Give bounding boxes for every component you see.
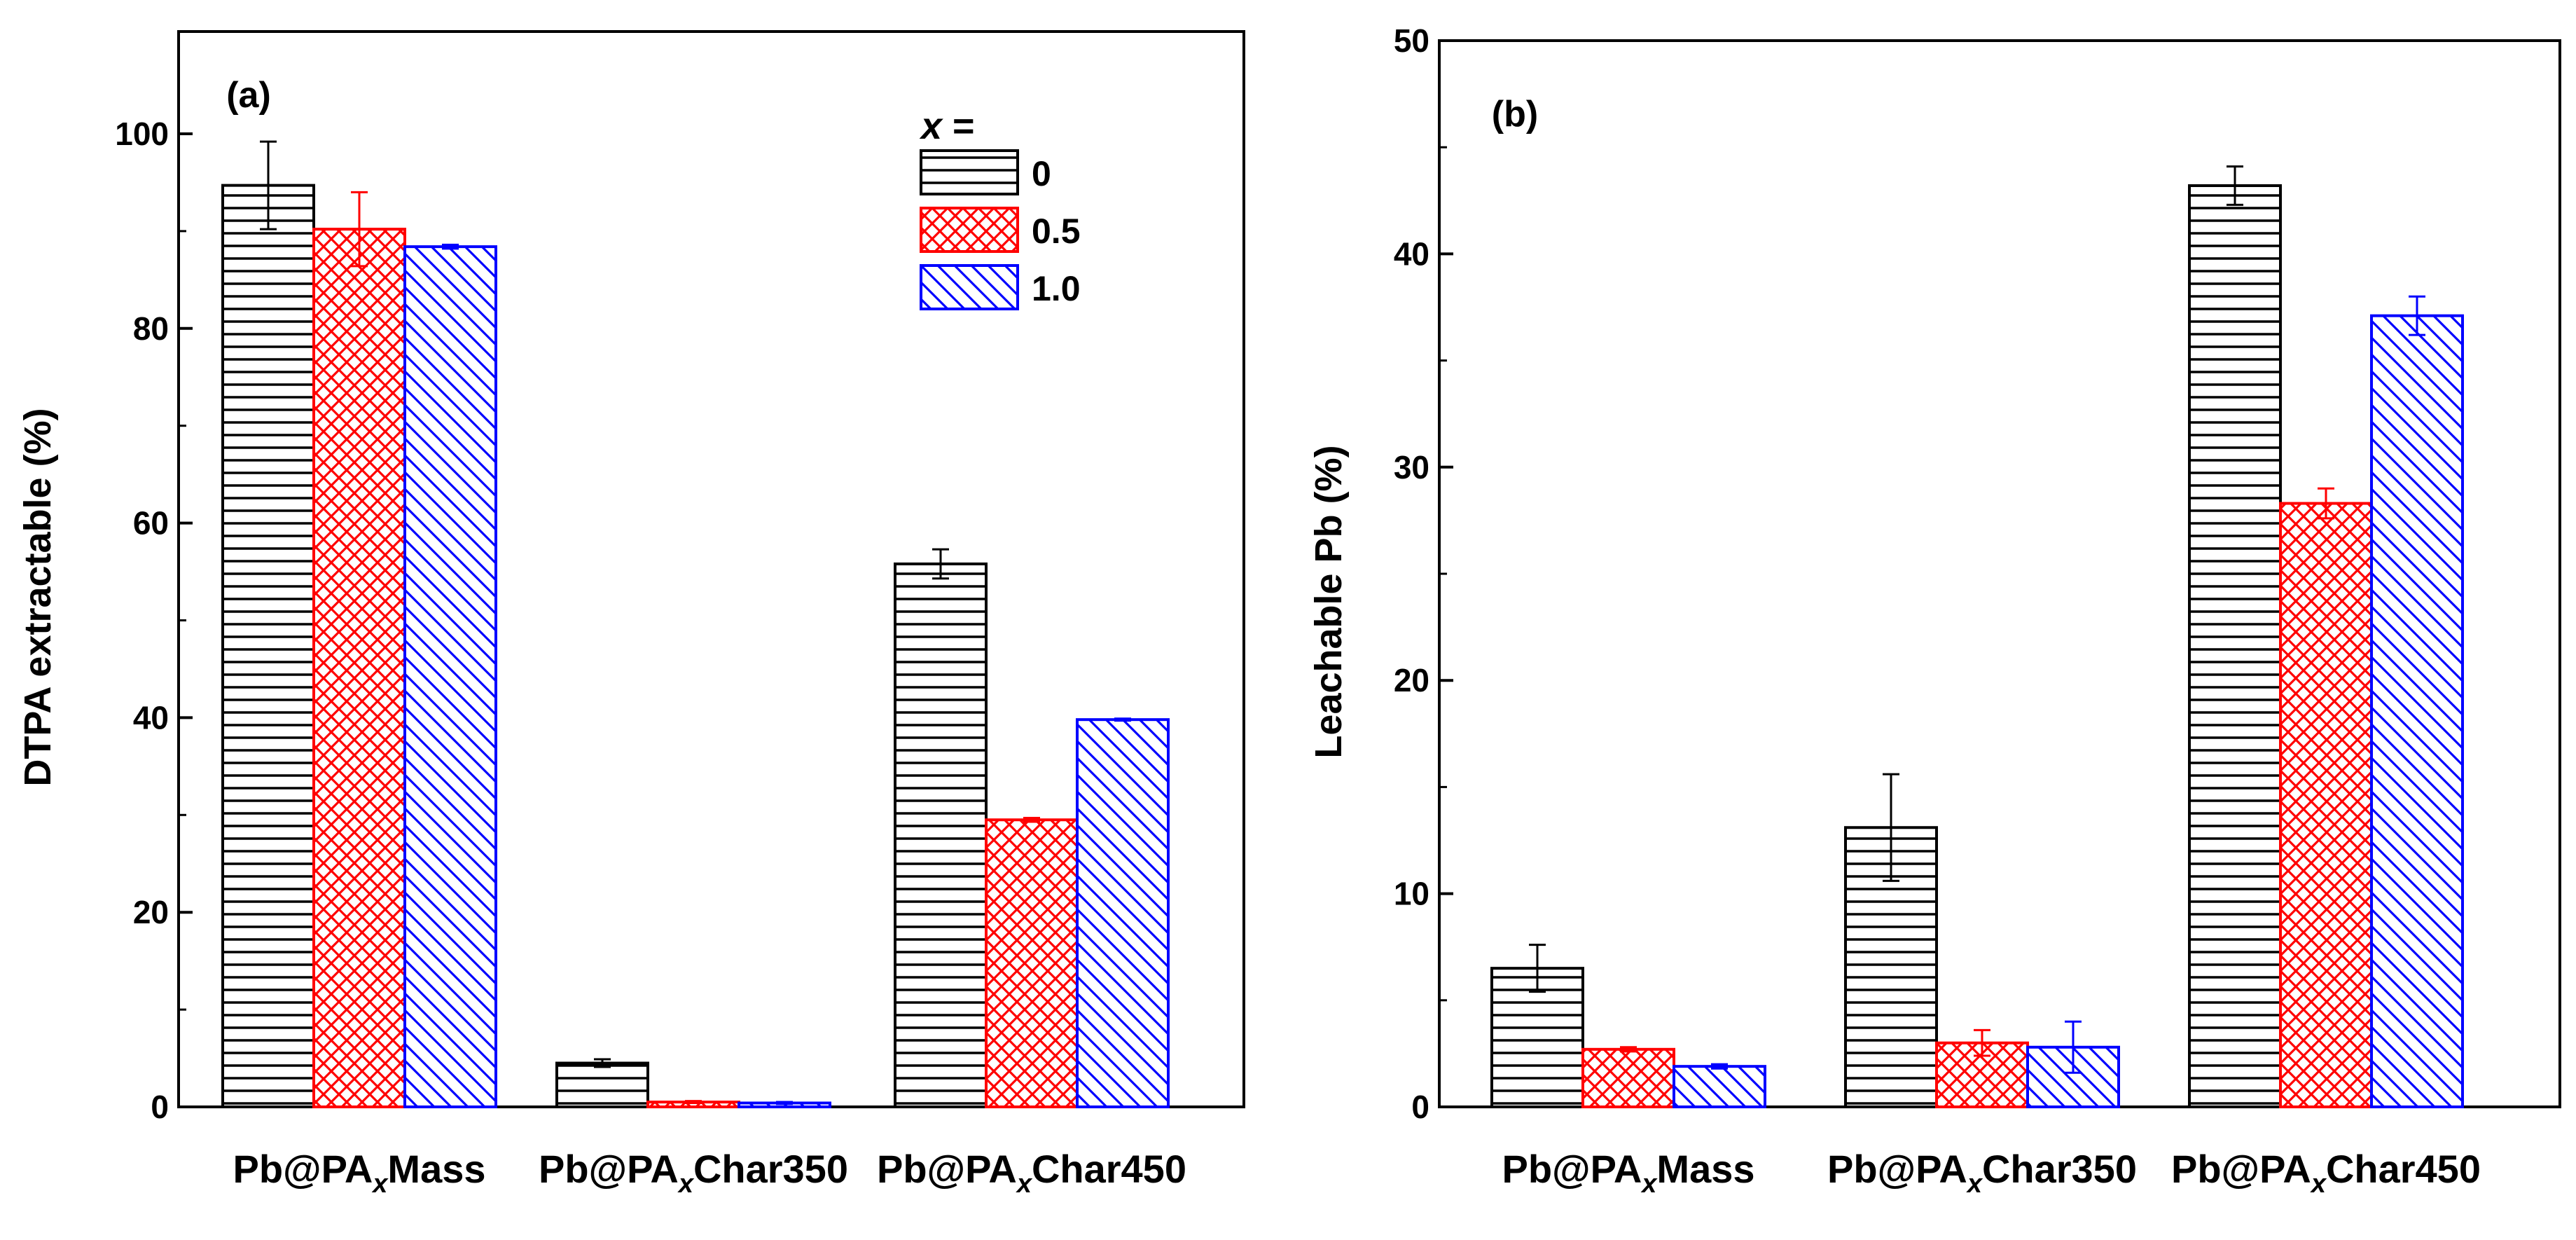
panel-letter: (a) bbox=[226, 75, 271, 116]
x-category-label: Pb@PAxChar350 bbox=[539, 1147, 848, 1199]
x-category-label: Pb@PAxChar350 bbox=[1827, 1147, 2137, 1199]
y-tick-label: 40 bbox=[1394, 235, 1429, 272]
bar-1_0-0 bbox=[1673, 1065, 1766, 1108]
bar-1_0-0 bbox=[403, 245, 497, 1108]
x-category-label: Pb@PAxChar450 bbox=[2171, 1147, 2481, 1199]
legend-swatch-0 bbox=[920, 149, 1019, 195]
y-tick-label: 40 bbox=[133, 699, 169, 736]
panel-0: 0 20 40 60 80 100 DTPA extractable (%) (a) Pb@PA… bbox=[17, 30, 1245, 1199]
legend-label-2: 1.0 bbox=[1032, 269, 1081, 308]
y-tick-label: 80 bbox=[133, 310, 169, 347]
bar-0-1 bbox=[555, 1061, 649, 1108]
y-axis-title: DTPA extractable (%) bbox=[17, 408, 59, 786]
y-tick-label: 0 bbox=[1411, 1089, 1429, 1125]
bar-1_0-2 bbox=[1076, 718, 1170, 1108]
legend-label-1: 0.5 bbox=[1032, 212, 1081, 251]
legend-label-0: 0 bbox=[1032, 154, 1051, 193]
bar-0_5-0 bbox=[312, 228, 406, 1109]
y-tick-label: 30 bbox=[1394, 449, 1429, 485]
y-tick-label: 60 bbox=[133, 505, 169, 542]
y-tick-label: 20 bbox=[133, 894, 169, 930]
y-tick-label: 20 bbox=[1394, 662, 1429, 698]
x-category-label: Pb@PAxMass bbox=[233, 1147, 485, 1199]
y-tick-label: 10 bbox=[1394, 876, 1429, 912]
legend-title: x = bbox=[919, 105, 975, 147]
legend-swatch-1 bbox=[920, 207, 1019, 253]
bar-0_5-2 bbox=[2279, 502, 2373, 1108]
bar-1_0-2 bbox=[2370, 314, 2464, 1108]
bar-0-0 bbox=[221, 184, 315, 1109]
panel-1: 0 10 20 30 40 50 Leachable Pb (%) (b) Pb@PAxMass… bbox=[1308, 22, 2561, 1199]
y-tick-label: 50 bbox=[1394, 22, 1429, 59]
x-category-label: Pb@PAxMass bbox=[1502, 1147, 1754, 1199]
y-tick-label: 0 bbox=[151, 1089, 169, 1125]
y-tick-label: 100 bbox=[115, 116, 169, 152]
bar-0-2 bbox=[894, 562, 988, 1108]
bar-0-2 bbox=[2188, 184, 2282, 1109]
y-axis-title: Leachable Pb (%) bbox=[1308, 445, 1350, 758]
x-category-label: Pb@PAxChar450 bbox=[877, 1147, 1186, 1199]
panel-letter: (b) bbox=[1492, 94, 1538, 135]
bar-0_5-0 bbox=[1581, 1047, 1675, 1109]
legend-swatch-2 bbox=[920, 264, 1019, 310]
bar-0_5-2 bbox=[985, 818, 1079, 1108]
